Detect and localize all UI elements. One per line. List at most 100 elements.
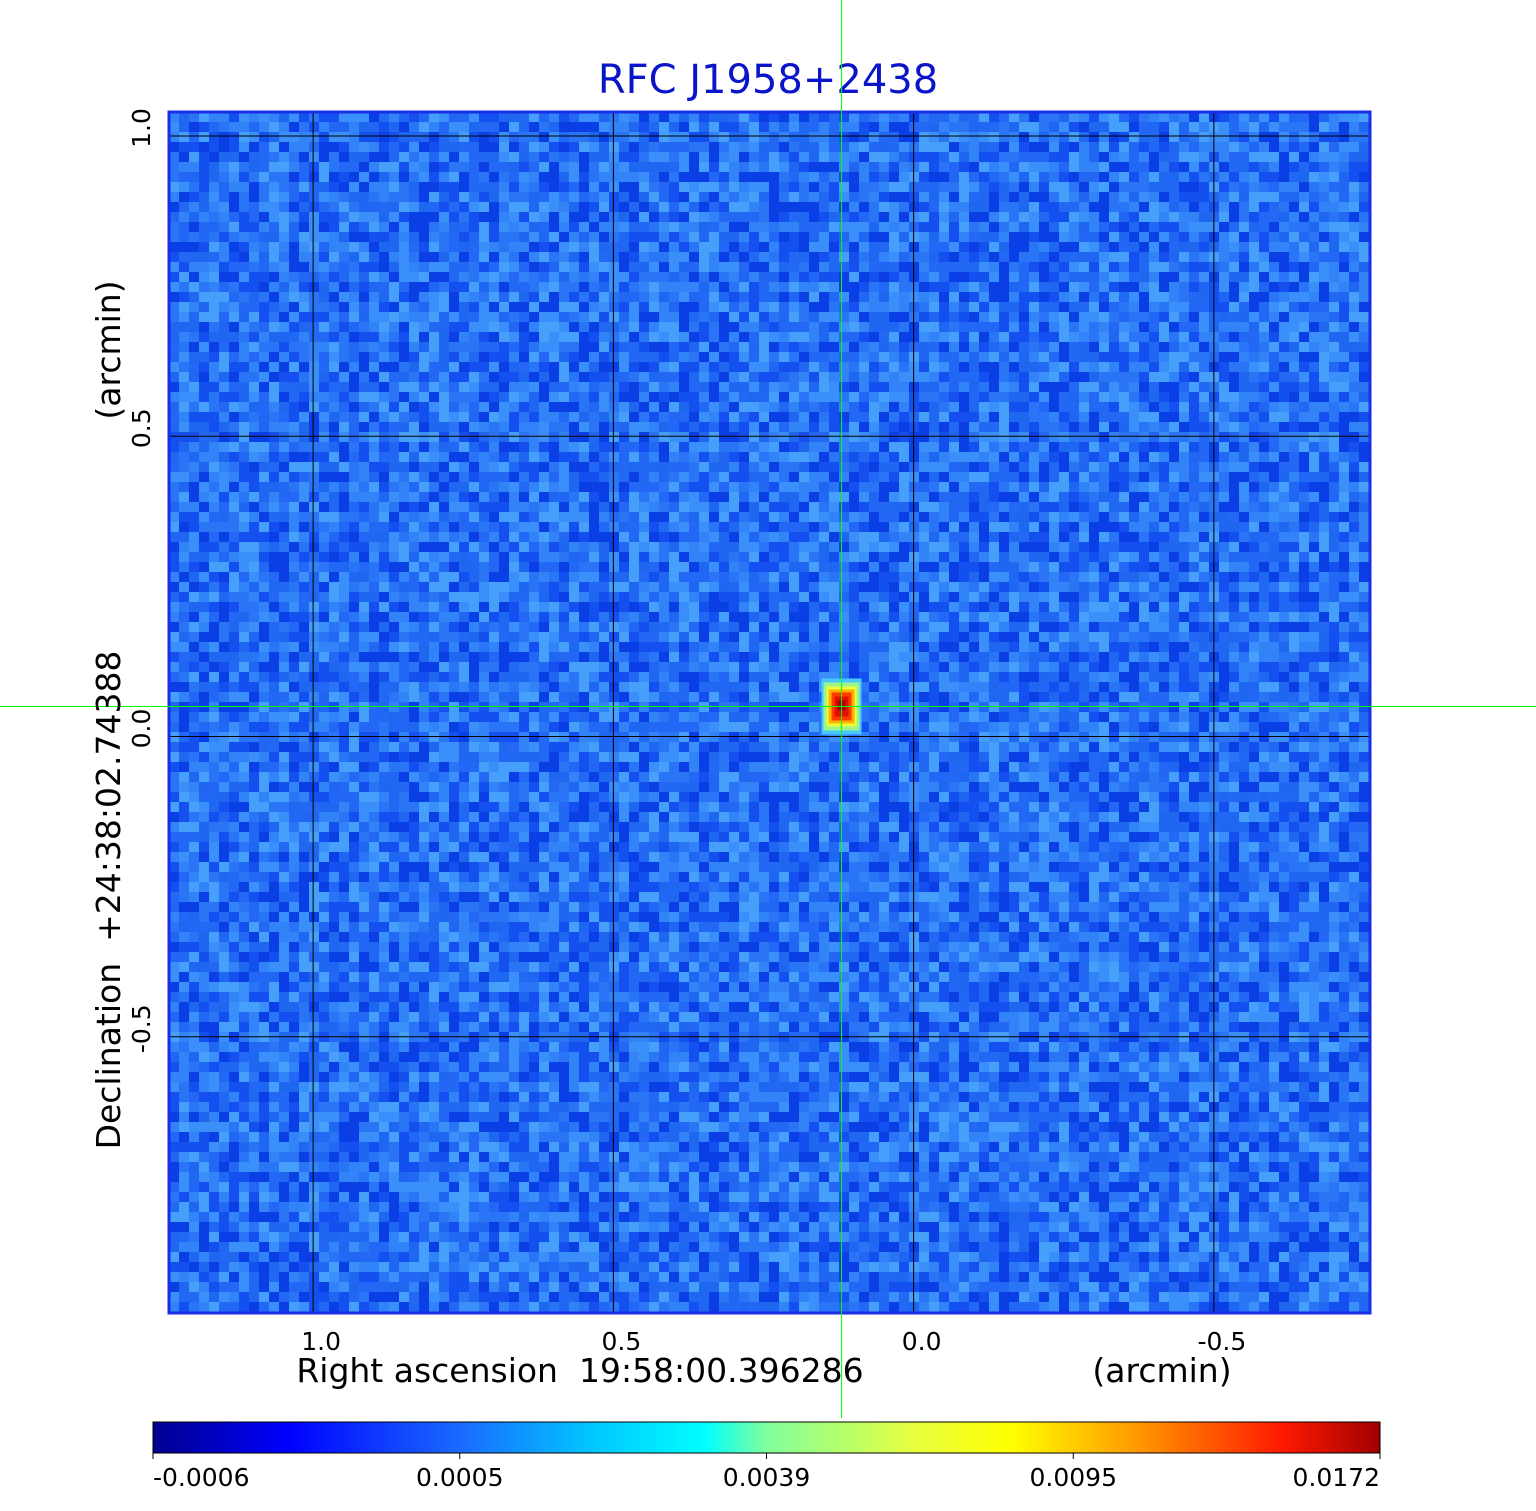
noise-pixel [1129, 302, 1139, 312]
noise-pixel [1049, 412, 1059, 422]
noise-pixel [539, 552, 549, 562]
noise-pixel [869, 512, 879, 522]
noise-pixel [749, 422, 759, 432]
noise-pixel [249, 342, 259, 352]
noise-pixel [509, 472, 519, 482]
noise-pixel [819, 152, 829, 162]
noise-pixel [1109, 282, 1119, 292]
noise-pixel [999, 392, 1009, 402]
noise-pixel [829, 272, 839, 282]
noise-pixel [1109, 482, 1119, 492]
noise-pixel [479, 242, 489, 252]
noise-pixel [599, 402, 609, 412]
noise-pixel [1039, 162, 1049, 172]
noise-pixel [269, 262, 279, 272]
noise-pixel [419, 242, 429, 252]
noise-pixel [779, 302, 789, 312]
noise-pixel [649, 402, 659, 412]
noise-pixel [249, 442, 259, 452]
noise-pixel [1159, 362, 1169, 372]
noise-pixel [319, 542, 329, 552]
noise-pixel [339, 282, 349, 292]
noise-pixel [409, 462, 419, 472]
noise-pixel [979, 432, 989, 442]
noise-pixel [229, 372, 239, 382]
noise-pixel [1349, 192, 1359, 202]
noise-pixel [1169, 492, 1179, 502]
noise-pixel [429, 532, 439, 542]
noise-pixel [849, 202, 859, 212]
noise-pixel [209, 512, 219, 522]
noise-pixel [359, 542, 369, 552]
noise-pixel [979, 282, 989, 292]
noise-pixel [359, 532, 369, 542]
noise-pixel [729, 312, 739, 322]
noise-pixel [239, 402, 249, 412]
noise-pixel [799, 112, 809, 122]
noise-pixel [1189, 502, 1199, 512]
noise-pixel [579, 152, 589, 162]
noise-pixel [449, 342, 459, 352]
noise-pixel [689, 142, 699, 152]
noise-pixel [499, 122, 509, 132]
noise-pixel [179, 492, 189, 502]
noise-pixel [749, 522, 759, 532]
noise-pixel [639, 152, 649, 162]
noise-pixel [899, 142, 909, 152]
noise-pixel [1329, 472, 1339, 482]
noise-pixel [319, 572, 329, 582]
noise-pixel [969, 342, 979, 352]
noise-pixel [849, 492, 859, 502]
noise-pixel [1109, 242, 1119, 252]
noise-pixel [1189, 422, 1199, 432]
noise-pixel [819, 572, 829, 582]
noise-pixel [779, 152, 789, 162]
noise-pixel [1229, 302, 1239, 312]
noise-pixel [889, 372, 899, 382]
noise-pixel [619, 362, 629, 372]
noise-pixel [599, 562, 609, 572]
noise-pixel [279, 412, 289, 422]
noise-pixel [349, 412, 359, 422]
noise-pixel [1219, 212, 1229, 222]
noise-pixel [1199, 492, 1209, 502]
noise-pixel [929, 522, 939, 532]
noise-pixel [169, 172, 179, 182]
noise-pixel [389, 432, 399, 442]
noise-pixel [849, 522, 859, 532]
noise-pixel [1299, 532, 1309, 542]
noise-pixel [1309, 112, 1319, 122]
noise-pixel [329, 372, 339, 382]
noise-pixel [1289, 312, 1299, 322]
noise-pixel [639, 272, 649, 282]
noise-pixel [1099, 402, 1109, 412]
noise-pixel [429, 322, 439, 332]
noise-pixel [1009, 492, 1019, 502]
noise-pixel [279, 472, 289, 482]
noise-pixel [1009, 562, 1019, 572]
noise-pixel [539, 302, 549, 312]
noise-pixel [739, 242, 749, 252]
noise-pixel [1299, 472, 1309, 482]
noise-pixel [659, 482, 669, 492]
noise-pixel [769, 552, 779, 562]
noise-pixel [649, 142, 659, 152]
noise-pixel [959, 472, 969, 482]
noise-pixel [879, 542, 889, 552]
noise-pixel [369, 432, 379, 442]
noise-pixel [409, 242, 419, 252]
noise-pixel [199, 342, 209, 352]
noise-pixel [629, 382, 639, 392]
noise-pixel [399, 272, 409, 282]
noise-pixel [539, 132, 549, 142]
noise-pixel [839, 332, 849, 342]
noise-pixel [799, 132, 809, 142]
noise-pixel [1049, 132, 1059, 142]
noise-pixel [799, 482, 809, 492]
noise-pixel [959, 222, 969, 232]
noise-pixel [399, 202, 409, 212]
noise-pixel [689, 502, 699, 512]
noise-pixel [769, 532, 779, 542]
noise-pixel [889, 492, 899, 502]
noise-pixel [1349, 312, 1359, 322]
